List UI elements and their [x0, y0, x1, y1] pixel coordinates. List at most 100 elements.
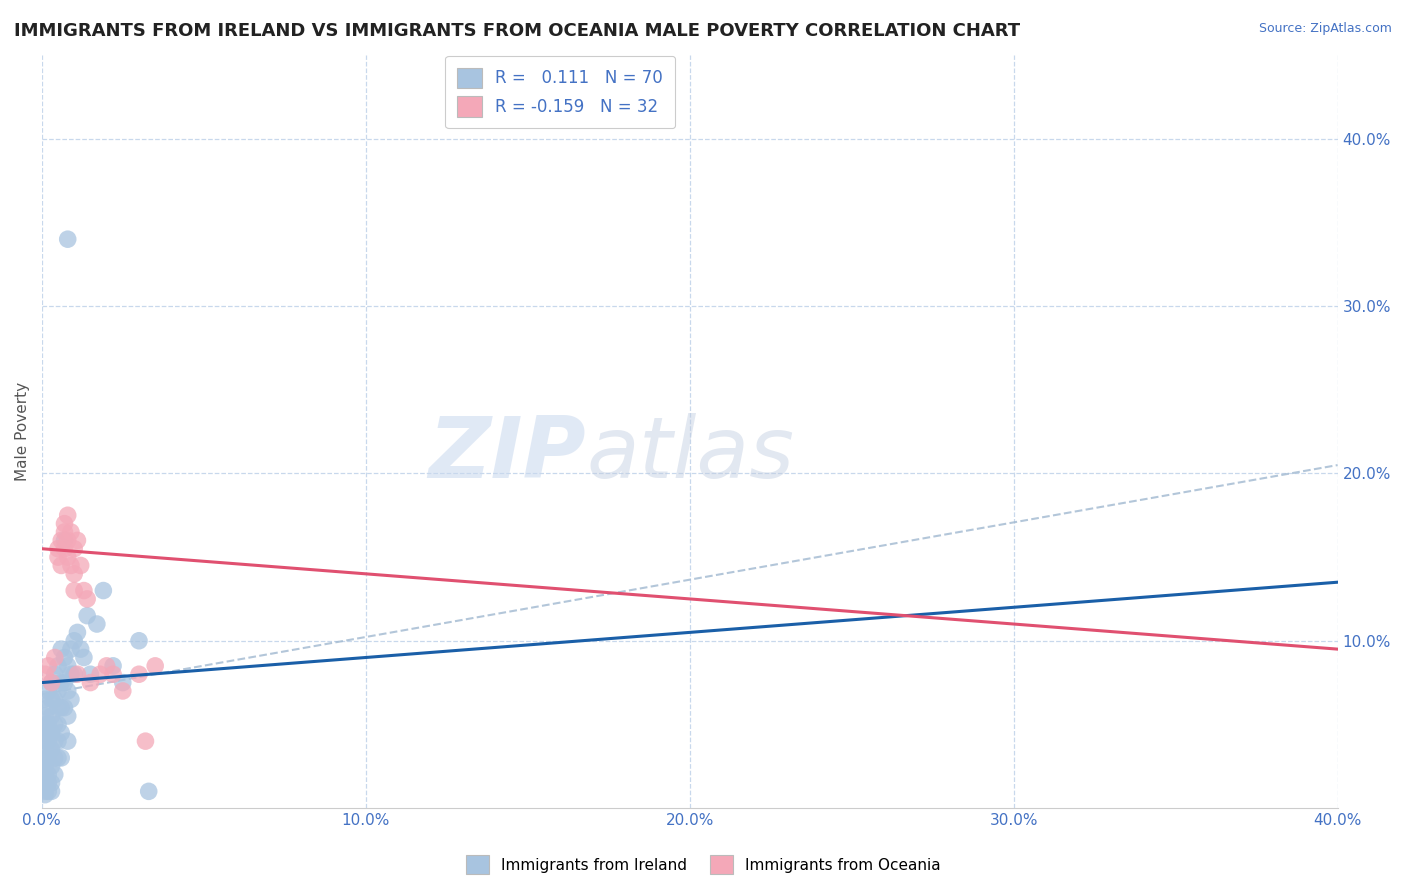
Point: [59, 642, 82, 657]
Point: [89, 667, 111, 681]
Point: [41, 759, 63, 773]
Point: [51, 675, 73, 690]
Point: [56, 508, 79, 523]
Point: [79, 675, 101, 690]
Point: [37, 717, 59, 731]
Text: Source: ZipAtlas.com: Source: ZipAtlas.com: [1258, 22, 1392, 36]
Point: [46, 684, 69, 698]
Y-axis label: Male Poverty: Male Poverty: [15, 382, 30, 481]
Point: [53, 650, 76, 665]
Point: [51, 700, 73, 714]
Point: [34, 788, 56, 802]
Point: [37, 767, 59, 781]
Point: [143, 658, 166, 673]
Legend: Immigrants from Ireland, Immigrants from Oceania: Immigrants from Ireland, Immigrants from…: [460, 849, 946, 880]
Point: [44, 751, 66, 765]
Point: [76, 608, 98, 623]
Point: [66, 533, 89, 548]
Point: [56, 658, 79, 673]
Point: [41, 742, 63, 756]
Point: [46, 717, 69, 731]
Point: [56, 709, 79, 723]
Point: [63, 667, 86, 681]
Point: [34, 751, 56, 765]
Point: [76, 591, 98, 606]
Text: atlas: atlas: [586, 413, 794, 496]
Point: [53, 541, 76, 556]
Text: IMMIGRANTS FROM IRELAND VS IMMIGRANTS FROM OCEANIA MALE POVERTY CORRELATION CHAR: IMMIGRANTS FROM IRELAND VS IMMIGRANTS FR…: [14, 22, 1021, 40]
Point: [66, 625, 89, 640]
Point: [73, 583, 96, 598]
Point: [101, 658, 124, 673]
Point: [46, 550, 69, 565]
Point: [37, 751, 59, 765]
Point: [34, 776, 56, 790]
Point: [56, 533, 79, 548]
Point: [44, 667, 66, 681]
Point: [41, 726, 63, 740]
Point: [51, 642, 73, 657]
Point: [53, 675, 76, 690]
Point: [44, 692, 66, 706]
Point: [44, 734, 66, 748]
Point: [63, 566, 86, 581]
Point: [63, 583, 86, 598]
Point: [46, 541, 69, 556]
Point: [41, 776, 63, 790]
Point: [138, 784, 160, 798]
Point: [41, 675, 63, 690]
Point: [96, 658, 118, 673]
Point: [34, 742, 56, 756]
Point: [46, 751, 69, 765]
Point: [37, 684, 59, 698]
Point: [51, 726, 73, 740]
Point: [44, 650, 66, 665]
Point: [44, 767, 66, 781]
Point: [86, 617, 108, 632]
Point: [111, 675, 134, 690]
Point: [56, 684, 79, 698]
Point: [66, 667, 89, 681]
Point: [59, 692, 82, 706]
Point: [34, 767, 56, 781]
Point: [41, 784, 63, 798]
Point: [34, 717, 56, 731]
Point: [37, 734, 59, 748]
Point: [34, 692, 56, 706]
Legend: R =   0.111   N = 70, R = -0.159   N = 32: R = 0.111 N = 70, R = -0.159 N = 32: [446, 56, 675, 128]
Point: [73, 650, 96, 665]
Point: [59, 524, 82, 539]
Point: [93, 583, 115, 598]
Point: [134, 734, 156, 748]
Point: [53, 524, 76, 539]
Point: [46, 734, 69, 748]
Point: [53, 516, 76, 531]
Point: [63, 633, 86, 648]
Point: [46, 700, 69, 714]
Point: [41, 675, 63, 690]
Point: [51, 751, 73, 765]
Point: [51, 533, 73, 548]
Point: [34, 709, 56, 723]
Point: [69, 642, 91, 657]
Point: [41, 692, 63, 706]
Text: ZIP: ZIP: [429, 413, 586, 496]
Point: [37, 776, 59, 790]
Point: [34, 667, 56, 681]
Point: [56, 550, 79, 565]
Point: [46, 658, 69, 673]
Point: [37, 658, 59, 673]
Point: [34, 784, 56, 798]
Point: [37, 700, 59, 714]
Point: [34, 759, 56, 773]
Point: [34, 734, 56, 748]
Point: [69, 558, 91, 573]
Point: [128, 633, 150, 648]
Point: [37, 784, 59, 798]
Point: [53, 700, 76, 714]
Point: [111, 684, 134, 698]
Point: [34, 726, 56, 740]
Point: [53, 533, 76, 548]
Point: [59, 558, 82, 573]
Point: [63, 541, 86, 556]
